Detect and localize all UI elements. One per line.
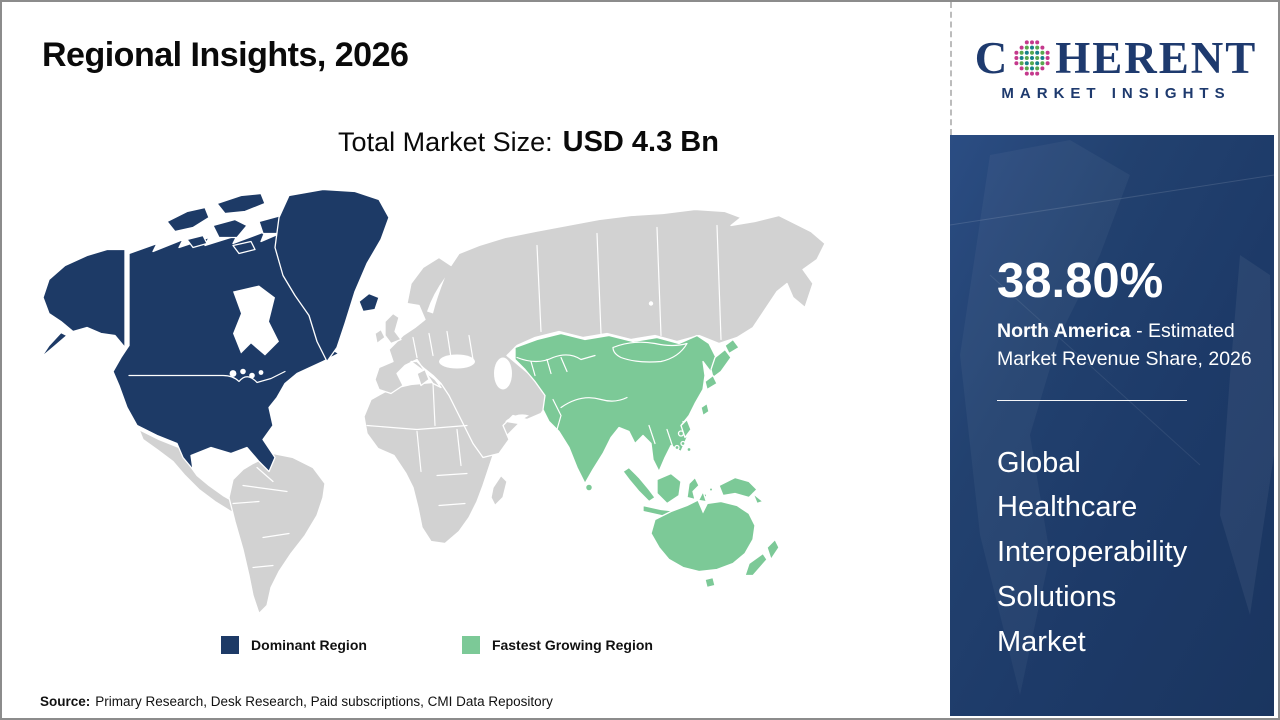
region-greenland-iceland — [274, 188, 390, 363]
legend-swatch-fastest-growing — [461, 636, 480, 654]
north-america-details — [126, 250, 286, 384]
stat-region-suffix: - Estimated Market Revenue Share, 2026 — [997, 320, 1252, 371]
total-market-size-label: Total Market Size: — [338, 127, 553, 157]
page-title: Regional Insights, 2026 — [42, 36, 409, 74]
brand-letters-rest: HERENT — [1055, 32, 1258, 83]
source-note: Source: Primary Research, Desk Research, … — [40, 694, 553, 709]
stats-sidebar: 38.80% North America - Estimated Market … — [950, 135, 1274, 716]
total-market-size: Total Market Size: USD 4.3 Bn — [2, 126, 950, 159]
region-australia-nz — [650, 490, 780, 589]
brand-letter-c: C — [974, 32, 1010, 83]
brand-tagline: MARKET INSIGHTS — [1001, 84, 1231, 102]
region-north-america — [40, 192, 350, 473]
legend-label-fastest-growing: Fastest Growing Region — [491, 637, 653, 653]
source-label: Source: — [40, 694, 91, 709]
country-borders — [232, 224, 722, 569]
total-market-size-value: USD 4.3 Bn — [562, 126, 719, 158]
stat-region-name: North America — [997, 320, 1131, 342]
legend-label-dominant: Dominant Region — [251, 637, 367, 653]
region-other-gray — [138, 208, 826, 615]
stat-description: North America - Estimated Market Revenue… — [997, 317, 1259, 374]
brand-wordmark: C HERENT — [974, 32, 1258, 83]
inland-seas — [427, 277, 654, 422]
legend-swatch-dominant — [221, 636, 240, 654]
source-text: Primary Research, Desk Research, Paid su… — [95, 694, 553, 709]
logo-globe-icon — [1014, 40, 1050, 76]
legend-item-dominant: Dominant Region — [221, 636, 367, 654]
legend-item-fastest-growing: Fastest Growing Region — [461, 636, 653, 654]
stat-value: 38.80% — [997, 254, 1164, 308]
world-map — [37, 184, 837, 622]
sidebar-divider — [997, 399, 1187, 401]
brand-logo: C HERENT MARKET INSIGHTS — [950, 2, 1278, 135]
world-map-svg — [40, 188, 826, 615]
region-asia-pacific — [514, 332, 764, 522]
map-legend: Dominant Region Fastest Growing Region — [37, 636, 837, 654]
market-name: Global Healthcare Interoperability Solut… — [997, 446, 1188, 659]
